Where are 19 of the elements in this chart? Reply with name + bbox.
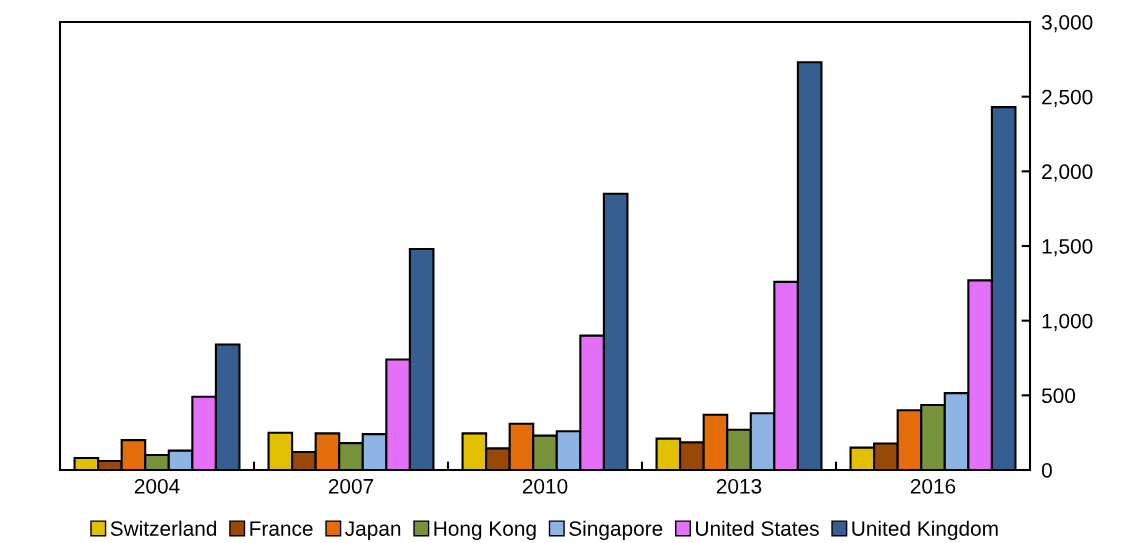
y-tick-label: 1,000 xyxy=(1042,313,1093,331)
x-tick-label: 2004 xyxy=(134,478,180,494)
legend-label: Switzerland xyxy=(110,520,217,536)
legend-label: Japan xyxy=(345,521,401,541)
x-tick-label: 2016 xyxy=(910,478,956,494)
y-tick-label: 1,500 xyxy=(1042,239,1093,257)
x-tick-label: 2010 xyxy=(522,478,568,494)
y-tick-label: 2,000 xyxy=(1042,164,1093,182)
x-tick-label: 2013 xyxy=(716,478,762,494)
legend-label: Hong Kong xyxy=(434,521,536,541)
y-tick-label: 3,000 xyxy=(1041,15,1093,33)
y-tick-label: 0 xyxy=(1041,463,1052,478)
legend-label: Singapore xyxy=(569,520,663,541)
legend-label: United Kingdom xyxy=(852,520,998,541)
legend-label: France xyxy=(250,521,313,536)
legend-label: United States xyxy=(696,520,819,536)
y-tick-label: 2,500 xyxy=(1042,89,1093,107)
x-tick-label: 2007 xyxy=(328,478,374,494)
y-tick-label: 500 xyxy=(1041,388,1076,404)
